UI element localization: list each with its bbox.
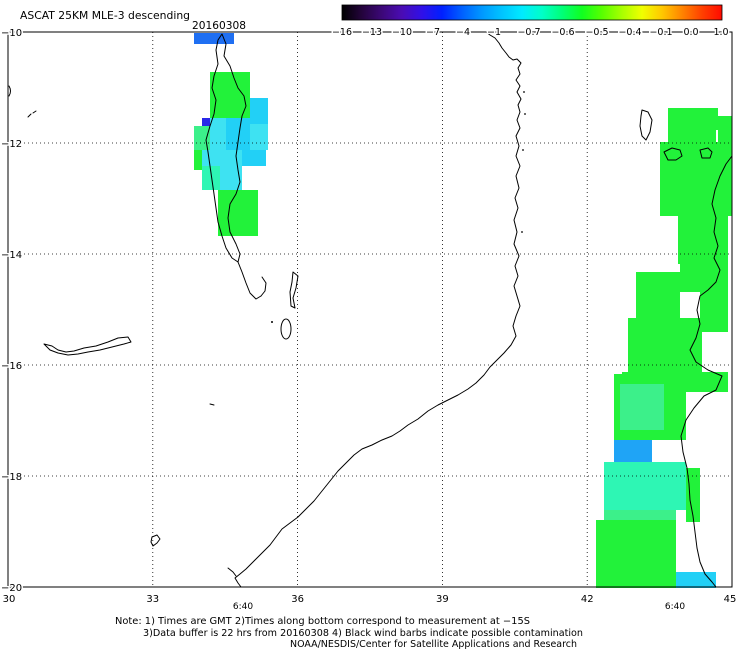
lat-label: −10 — [1, 28, 22, 39]
colorbar-tick-label: −13 — [362, 27, 382, 38]
graticule — [8, 32, 732, 587]
data-cell — [202, 150, 242, 166]
island-outline — [663, 147, 683, 161]
footnote-line-2: 3)Data buffer is 22 hrs from 20160308 4)… — [143, 628, 583, 639]
plot-date: 20160308 — [192, 19, 246, 32]
data-cell — [636, 272, 680, 320]
colorbar-tick-label: 1.0 — [713, 27, 728, 38]
colorbar — [341, 4, 723, 21]
small-lake-dot — [271, 321, 273, 323]
data-cell — [678, 216, 728, 264]
lat-label: −16 — [1, 361, 22, 372]
data-cell — [676, 572, 716, 588]
small-lake-outline — [280, 318, 292, 340]
data-cell — [660, 142, 732, 216]
latitude-labels: −10 −12 −14 −16 −18 −20 — [0, 27, 24, 596]
colorbar-tick-label: −4 — [456, 27, 470, 38]
data-cell — [220, 166, 242, 190]
small-lake-outline — [260, 276, 267, 297]
data-cell — [202, 118, 210, 126]
data-cell — [668, 130, 716, 142]
madagascar-coastline — [680, 155, 733, 588]
data-cell — [242, 150, 266, 166]
lon-label: 45 — [724, 594, 737, 605]
pass-time-label: 6:40 — [665, 602, 685, 612]
pass-time-label: 6:40 — [233, 602, 253, 612]
small-lake-outline — [209, 403, 215, 406]
data-cell — [210, 118, 226, 150]
lon-label: 33 — [146, 594, 159, 605]
coast-inlet — [227, 567, 237, 577]
coastline-layer — [8, 31, 733, 588]
data-cell — [210, 100, 250, 118]
lake-malawi-outline — [205, 33, 247, 263]
data-cell — [620, 384, 664, 430]
data-cell — [194, 126, 210, 150]
data-cell — [686, 468, 700, 522]
data-cell — [628, 318, 702, 374]
lon-label: 36 — [291, 594, 304, 605]
colorbar-tick-label: −0.7 — [517, 27, 540, 38]
colorbar-tick-label: −10 — [392, 27, 412, 38]
island-outline — [27, 110, 37, 118]
footnote-line-1: Note: 1) Times are GMT 2)Times along bot… — [115, 616, 530, 627]
lon-label: 30 — [3, 594, 16, 605]
colorbar-tick-label: 0.0 — [683, 27, 698, 38]
small-lake-outline — [150, 534, 161, 547]
data-cell — [604, 510, 676, 522]
lon-label: 39 — [436, 594, 449, 605]
data-cell — [194, 150, 202, 170]
small-lake-outline — [289, 271, 299, 309]
lat-label: −20 — [1, 583, 22, 594]
lat-label: −14 — [1, 250, 22, 261]
colorbar-tick-label: −7 — [426, 27, 440, 38]
offshore-island-dot — [521, 231, 523, 233]
data-cell — [194, 33, 234, 44]
data-cell — [218, 190, 258, 236]
data-cell — [668, 108, 718, 130]
colorbar-tick-label: −16 — [332, 27, 352, 38]
data-cell — [202, 166, 220, 190]
island-outline — [639, 109, 653, 141]
data-cell — [718, 116, 732, 146]
river-outflow — [237, 261, 262, 300]
island-outline — [8, 85, 11, 97]
lat-label: −18 — [1, 472, 22, 483]
colorbar-tick-label: −1 — [487, 27, 501, 38]
data-cell — [614, 440, 652, 462]
lon-label: 42 — [581, 594, 594, 605]
colorbar-tick-label: −0.6 — [551, 27, 574, 38]
data-cell — [596, 520, 676, 588]
africa-coastline — [234, 31, 522, 588]
plot-title: ASCAT 25KM MLE-3 descending — [20, 9, 190, 22]
offshore-island-dot — [523, 91, 525, 93]
colorbar-tick-label: −0.1 — [649, 27, 672, 38]
plot-frame — [7, 31, 733, 588]
colorbar-tick-label: −0.5 — [585, 27, 608, 38]
island-outline — [699, 147, 713, 159]
colorbar-tick-labels: −16 −13 −10 −7 −4 −1 −0.7 −0.6 −0.5 −0.4… — [330, 26, 730, 40]
data-cell — [604, 462, 686, 510]
data-swath-layer — [194, 33, 732, 588]
offshore-island-dot — [522, 149, 524, 151]
data-cell — [250, 124, 268, 150]
lat-label: −12 — [1, 139, 22, 150]
data-cell — [700, 292, 728, 332]
colorbar-tick-label: −0.4 — [618, 27, 641, 38]
data-cell — [680, 262, 728, 292]
data-cell — [250, 98, 268, 124]
credit-line: NOAA/NESDIS/Center for Satellite Applica… — [290, 639, 577, 650]
offshore-island-dot — [524, 113, 526, 115]
inland-lake-outline — [43, 336, 132, 356]
longitude-labels: 30 33 36 39 42 45 — [3, 594, 737, 605]
